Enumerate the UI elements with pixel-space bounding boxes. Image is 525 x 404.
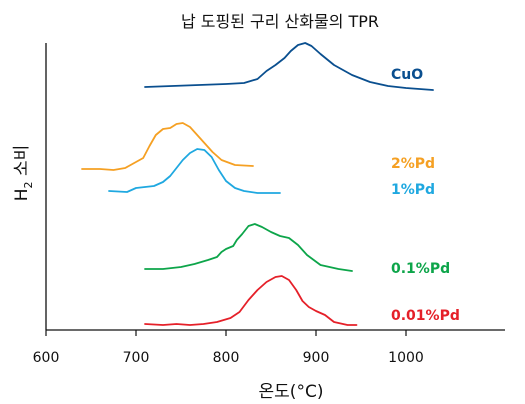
series-line-0-01-pd	[144, 275, 358, 326]
x-axis-title: 온도(°C)	[259, 382, 324, 402]
series-label-cuo: CuO	[391, 67, 423, 83]
y-axis-title: H2 소비	[12, 145, 35, 201]
series-line-0-1-pd	[144, 223, 353, 272]
x-tick-label: 800	[213, 350, 240, 366]
series-label-0-01-pd: 0.01%Pd	[391, 308, 460, 324]
x-tick-label: 1000	[388, 350, 424, 366]
x-tick-label: 700	[123, 350, 150, 366]
y-axis-title-rest: 소비	[12, 145, 32, 182]
y-axis-title-main: H	[12, 188, 32, 201]
series-line-1-pd	[108, 148, 281, 194]
series-label-1-pd: 1%Pd	[391, 182, 435, 198]
chart-title: 납 도핑된 구리 산화물의 TPR	[181, 12, 379, 31]
x-ticks: 600 700 800 900 1000	[33, 330, 424, 366]
y-axis-title-subscript: 2	[22, 181, 35, 188]
series-line-2-pd	[81, 122, 254, 171]
x-tick-label: 900	[303, 350, 330, 366]
series-line-cuo	[144, 42, 434, 91]
x-tick-label: 600	[33, 350, 60, 366]
series-label-2-pd: 2%Pd	[391, 156, 435, 172]
plot-area: CuO 2%Pd 1%Pd 0.1%Pd 0.01%Pd	[81, 42, 460, 326]
series-label-0-1-pd: 0.1%Pd	[391, 261, 450, 277]
